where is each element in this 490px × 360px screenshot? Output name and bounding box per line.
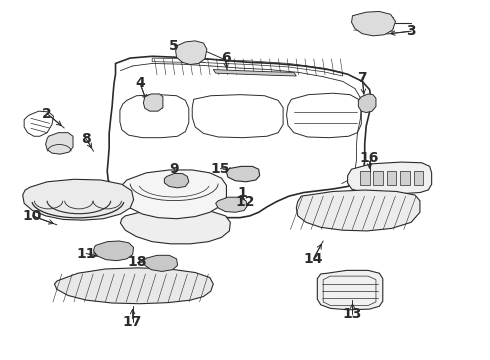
- Bar: [414, 171, 423, 185]
- Polygon shape: [94, 241, 134, 261]
- Text: 11: 11: [76, 247, 96, 261]
- Text: 6: 6: [220, 51, 230, 65]
- Polygon shape: [347, 162, 432, 194]
- Text: 4: 4: [135, 76, 145, 90]
- Text: 1: 1: [238, 185, 247, 199]
- Polygon shape: [54, 268, 213, 304]
- Text: 7: 7: [357, 71, 367, 85]
- Bar: [360, 171, 369, 185]
- Polygon shape: [144, 255, 177, 271]
- Text: 14: 14: [304, 252, 323, 266]
- Text: 3: 3: [406, 24, 416, 38]
- Polygon shape: [296, 190, 420, 231]
- Text: 5: 5: [169, 39, 179, 53]
- Polygon shape: [23, 179, 134, 220]
- Text: 16: 16: [360, 152, 379, 166]
- Polygon shape: [46, 133, 73, 154]
- Text: 9: 9: [170, 162, 179, 176]
- Bar: [400, 171, 410, 185]
- Polygon shape: [216, 197, 247, 212]
- Polygon shape: [351, 12, 395, 36]
- Polygon shape: [121, 210, 230, 244]
- Text: 2: 2: [42, 107, 52, 121]
- Polygon shape: [318, 270, 383, 310]
- Polygon shape: [144, 94, 163, 111]
- Polygon shape: [175, 41, 207, 64]
- Text: 18: 18: [128, 256, 147, 270]
- Text: 8: 8: [81, 132, 91, 146]
- Text: 15: 15: [211, 162, 230, 176]
- Polygon shape: [122, 170, 226, 219]
- Text: 17: 17: [123, 315, 142, 329]
- Polygon shape: [358, 94, 376, 113]
- Polygon shape: [164, 174, 189, 188]
- Text: 13: 13: [343, 307, 362, 321]
- Text: 12: 12: [235, 194, 255, 208]
- Bar: [373, 171, 383, 185]
- Polygon shape: [226, 166, 260, 182]
- Text: 10: 10: [23, 209, 42, 223]
- Bar: [387, 171, 396, 185]
- Polygon shape: [213, 69, 296, 76]
